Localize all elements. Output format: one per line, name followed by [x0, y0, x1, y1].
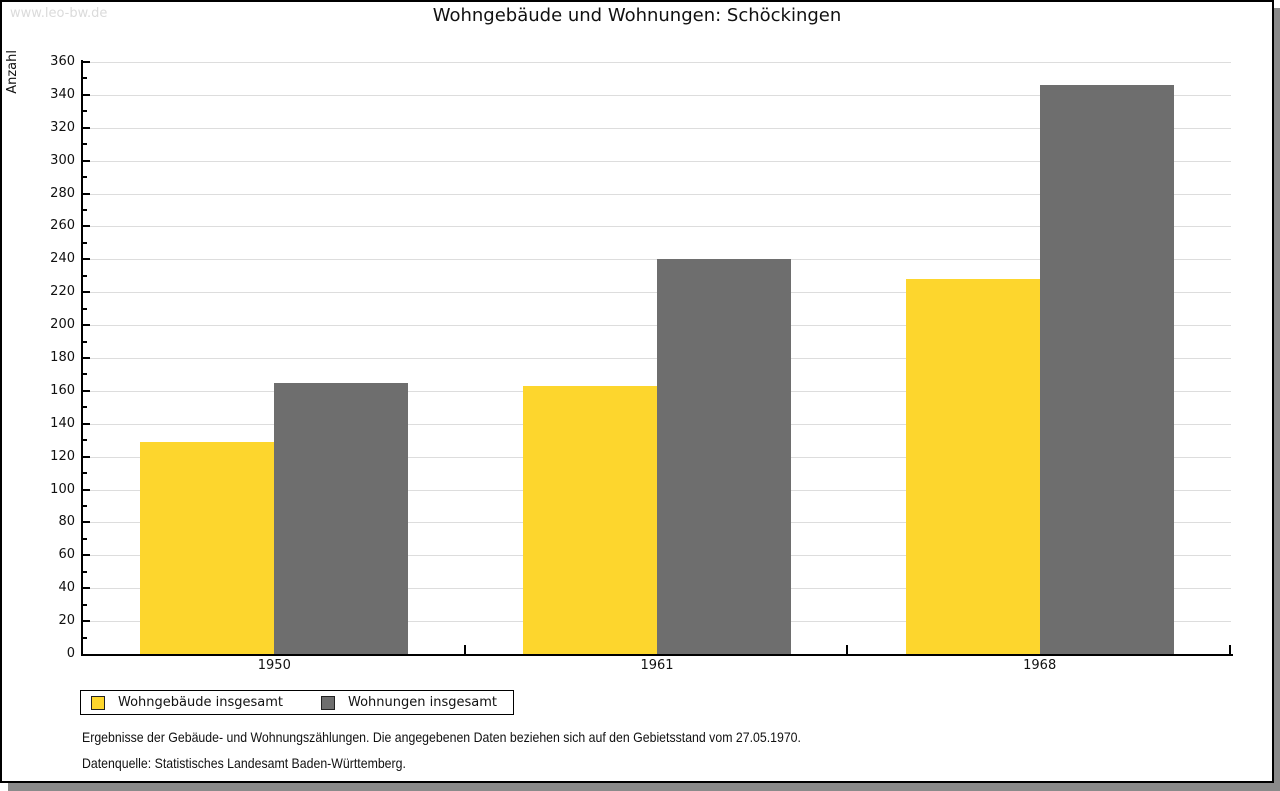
footnote-gebietsstand: Ergebnisse der Gebäude- und Wohnungszähl…: [82, 729, 801, 745]
x-tick-label-1968: 1968: [1023, 658, 1057, 673]
y-axis-tick-140: [83, 422, 90, 425]
gridline-260: [83, 226, 1231, 228]
y-tick-label-260: 260: [50, 218, 75, 234]
legend-label-wohngebaeude: Wohngebäude insgesamt: [118, 695, 283, 710]
y-tick-label-340: 340: [50, 86, 75, 102]
y-axis-tick-220: [83, 291, 90, 294]
y-tick-label-0: 0: [66, 646, 75, 661]
gridline-300: [83, 160, 1231, 162]
y-axis-tick-290: [83, 176, 87, 179]
y-axis-tick-20: [83, 620, 90, 623]
y-axis-tick-180: [83, 357, 90, 359]
y-axis-tick-30: [83, 603, 87, 606]
y-axis-tick-160: [83, 389, 90, 392]
y-tick-label-180: 180: [50, 350, 75, 365]
y-tick-label-80: 80: [58, 514, 75, 530]
y-axis-line: [81, 60, 83, 656]
bar-series0-1968: [905, 279, 1040, 654]
bar-series1-1950: [274, 382, 409, 654]
legend-item-wohngebaeude: Wohngebäude insgesamt: [91, 695, 283, 710]
y-axis-tick-360: [83, 61, 90, 63]
y-axis-tick-260: [83, 225, 90, 228]
y-tick-label-360: 360: [50, 54, 75, 69]
chart-title: Wohngebäude und Wohnungen: Schöckingen: [432, 5, 842, 26]
x-tick-label-1961: 1961: [640, 658, 674, 673]
bar-series0-1950: [140, 441, 275, 654]
legend-swatch-yellow-icon: [91, 695, 105, 710]
y-tick-label-280: 280: [50, 185, 75, 201]
y-axis: [83, 61, 93, 654]
y-axis-tick-100: [83, 488, 90, 491]
footnote-datenquelle: Datenquelle: Statistisches Landesamt Bad…: [82, 755, 406, 771]
y-axis-tick-230: [83, 274, 87, 277]
y-tick-label-320: 320: [50, 119, 75, 135]
x-axis-tick-2: [846, 645, 849, 654]
y-axis-tick-340: [83, 93, 90, 96]
y-axis-tick-110: [83, 472, 87, 475]
y-axis-tick-330: [83, 110, 87, 113]
y-axis-tick-120: [83, 455, 90, 458]
gridline-340: [83, 94, 1231, 96]
y-tick-label-200: 200: [50, 317, 75, 333]
y-axis-tick-50: [83, 570, 87, 573]
bar-series1-1961: [657, 259, 791, 654]
gridline-320: [83, 127, 1231, 129]
y-tick-label-60: 60: [58, 547, 75, 563]
x-axis-tick-3: [1229, 645, 1231, 654]
y-axis-tick-210: [83, 307, 87, 310]
y-tick-label-40: 40: [58, 580, 75, 596]
x-axis-line: [81, 654, 1233, 656]
y-axis-tick-300: [83, 159, 90, 162]
y-axis-tick-80: [83, 521, 90, 524]
y-axis-tick-170: [83, 373, 87, 376]
y-axis-tick-200: [83, 324, 90, 327]
y-axis-tick-310: [83, 143, 87, 146]
y-axis-tick-240: [83, 258, 90, 261]
y-axis-tick-280: [83, 192, 90, 195]
y-axis-tick-190: [83, 340, 87, 343]
y-axis-tick-90: [83, 505, 87, 507]
y-tick-label-160: 160: [50, 382, 75, 398]
y-tick-label-240: 240: [50, 251, 75, 267]
y-axis-labels: 0 20 40 60 80 100 120 140 160 180 200 220 240 260 280 3…: [2, 54, 75, 661]
y-axis-tick-250: [83, 241, 87, 244]
y-axis-tick-270: [83, 209, 87, 211]
watermark: www.leo-bw.de: [10, 6, 108, 21]
y-axis-tick-40: [83, 587, 90, 590]
legend-item-wohnungen: Wohnungen insgesamt: [321, 695, 497, 710]
x-axis-labels: 1950 1961 1968: [83, 658, 1231, 676]
y-axis-tick-320: [83, 126, 90, 129]
y-tick-label-120: 120: [50, 448, 75, 464]
x-tick-label-1950: 1950: [257, 658, 291, 673]
gridline-360: [83, 62, 1231, 63]
plot-area: [83, 62, 1231, 654]
y-axis-tick-350: [83, 77, 87, 80]
y-tick-label-20: 20: [58, 613, 75, 629]
bar-series0-1961: [523, 386, 657, 654]
y-tick-label-100: 100: [50, 481, 75, 497]
legend: Wohngebäude insgesamt Wohnungen insgesam…: [80, 690, 514, 715]
y-axis-tick-130: [83, 439, 87, 442]
legend-swatch-gray-icon: [321, 695, 335, 710]
legend-label-wohnungen: Wohnungen insgesamt: [348, 695, 497, 710]
y-tick-label-140: 140: [50, 415, 75, 431]
y-axis-tick-150: [83, 406, 87, 409]
gridline-280: [83, 193, 1231, 195]
y-tick-label-220: 220: [50, 284, 75, 300]
y-axis-tick-10: [83, 636, 87, 639]
y-axis-tick-60: [83, 554, 90, 557]
y-tick-label-300: 300: [50, 152, 75, 168]
bar-series1-1968: [1039, 85, 1174, 654]
y-axis-tick-70: [83, 537, 87, 540]
x-axis-tick-1: [463, 645, 466, 654]
